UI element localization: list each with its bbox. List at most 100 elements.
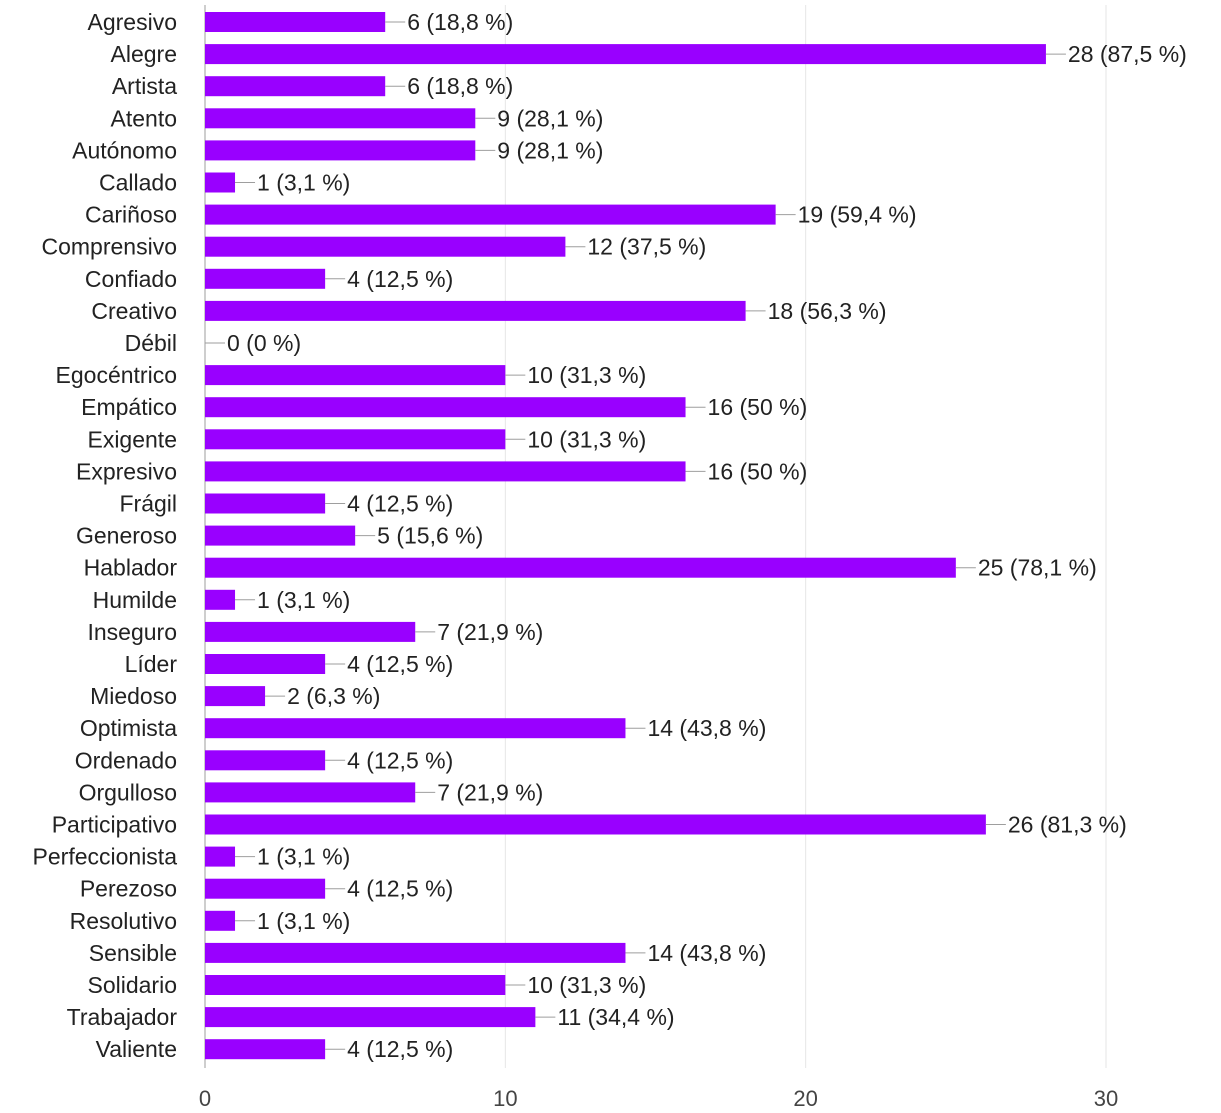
data-label: 7 (21,9 %) (437, 619, 543, 645)
category-label: Perfeccionista (33, 844, 178, 870)
labels: Agresivo 6 (18,8 %) Alegre 28 (87,5 %) Artis… (33, 9, 1187, 1062)
category-label: Optimista (80, 715, 177, 741)
data-label: 19 (59,4 %) (798, 202, 917, 228)
bar (205, 12, 386, 32)
category-label: Hablador (84, 555, 178, 581)
bar (205, 782, 416, 803)
data-label: 10 (31,3 %) (527, 972, 646, 998)
data-label: 6 (18,8 %) (407, 73, 513, 99)
bar (205, 654, 326, 674)
data-label: 18 (56,3 %) (768, 298, 887, 324)
data-label: 12 (37,5 %) (587, 234, 706, 260)
category-label: Trabajador (67, 1004, 178, 1030)
bar (205, 525, 356, 546)
data-label: 4 (12,5 %) (347, 491, 453, 517)
data-label: 10 (31,3 %) (527, 426, 646, 452)
data-label: 1 (3,1 %) (257, 170, 350, 196)
data-label: 25 (78,1 %) (978, 555, 1097, 581)
x-tick-label: 10 (493, 1086, 517, 1111)
category-label: Empático (81, 394, 177, 420)
bar (205, 429, 506, 450)
bar (205, 461, 686, 482)
category-label: Exigente (87, 426, 177, 452)
data-label: 9 (28,1 %) (497, 137, 603, 163)
data-label: 10 (31,3 %) (527, 362, 646, 388)
data-label: 5 (15,6 %) (377, 523, 483, 549)
bar (205, 910, 236, 931)
bar (205, 365, 506, 386)
bar (205, 686, 266, 707)
data-label: 7 (21,9 %) (437, 779, 543, 805)
category-label: Cariñoso (85, 202, 177, 228)
category-label: Generoso (76, 523, 177, 549)
bar (205, 44, 1046, 65)
bar (205, 557, 956, 578)
category-label: Creativo (91, 298, 177, 324)
data-label: 9 (28,1 %) (497, 105, 603, 131)
category-label: Egocéntrico (56, 362, 177, 388)
data-label: 4 (12,5 %) (347, 876, 453, 902)
category-label: Valiente (96, 1036, 177, 1062)
bar (205, 878, 326, 899)
bar (205, 846, 236, 867)
bars (205, 12, 1046, 1060)
category-label: Débil (125, 330, 177, 356)
bar (205, 108, 476, 129)
bar (205, 1007, 536, 1028)
category-label: Solidario (88, 972, 178, 998)
category-label: Perezoso (80, 876, 177, 902)
category-label: Autónomo (72, 137, 177, 163)
bar (205, 172, 236, 193)
bar (205, 975, 506, 995)
bar (205, 814, 986, 835)
data-label: 16 (50 %) (708, 458, 808, 484)
category-label: Confiado (85, 266, 177, 292)
data-label: 16 (50 %) (708, 394, 808, 420)
data-label: 4 (12,5 %) (347, 651, 453, 677)
bar (205, 942, 626, 963)
data-label: 1 (3,1 %) (257, 844, 350, 870)
category-label: Inseguro (87, 619, 177, 645)
data-label: 4 (12,5 %) (347, 747, 453, 773)
bar (205, 718, 626, 739)
category-label: Ordenado (75, 747, 177, 773)
data-label: 28 (87,5 %) (1068, 41, 1187, 67)
bar (205, 589, 236, 610)
category-label: Agresivo (88, 9, 177, 35)
data-label: 26 (81,3 %) (1008, 812, 1127, 838)
bar (205, 140, 476, 161)
bar (205, 750, 326, 771)
data-label: 6 (18,8 %) (407, 9, 513, 35)
category-label: Callado (99, 170, 177, 196)
bar (205, 236, 566, 257)
x-tick-label: 20 (793, 1086, 817, 1111)
category-label: Miedoso (90, 683, 177, 709)
bar (205, 76, 386, 97)
data-label: 1 (3,1 %) (257, 908, 350, 934)
data-label: 14 (43,8 %) (647, 715, 766, 741)
bar (205, 268, 326, 289)
bar (205, 397, 686, 418)
category-label: Resolutivo (70, 908, 177, 934)
x-tick-label: 30 (1094, 1086, 1118, 1111)
category-label: Sensible (89, 940, 177, 966)
bar (205, 621, 416, 642)
x-tick-label: 0 (199, 1086, 211, 1111)
category-label: Atento (111, 105, 178, 131)
category-label: Alegre (111, 41, 177, 67)
category-label: Líder (125, 651, 178, 677)
category-label: Humilde (93, 587, 177, 613)
data-label: 4 (12,5 %) (347, 266, 453, 292)
category-label: Artista (112, 73, 177, 99)
bar (205, 1039, 326, 1060)
category-label: Expresivo (76, 458, 177, 484)
data-label: 11 (34,4 %) (557, 1004, 674, 1030)
data-label: 14 (43,8 %) (647, 940, 766, 966)
data-label: 4 (12,5 %) (347, 1036, 453, 1062)
bar (205, 204, 776, 225)
bar (205, 300, 746, 321)
category-label: Participativo (52, 812, 177, 838)
bar (205, 493, 326, 514)
category-label: Comprensivo (42, 234, 178, 260)
